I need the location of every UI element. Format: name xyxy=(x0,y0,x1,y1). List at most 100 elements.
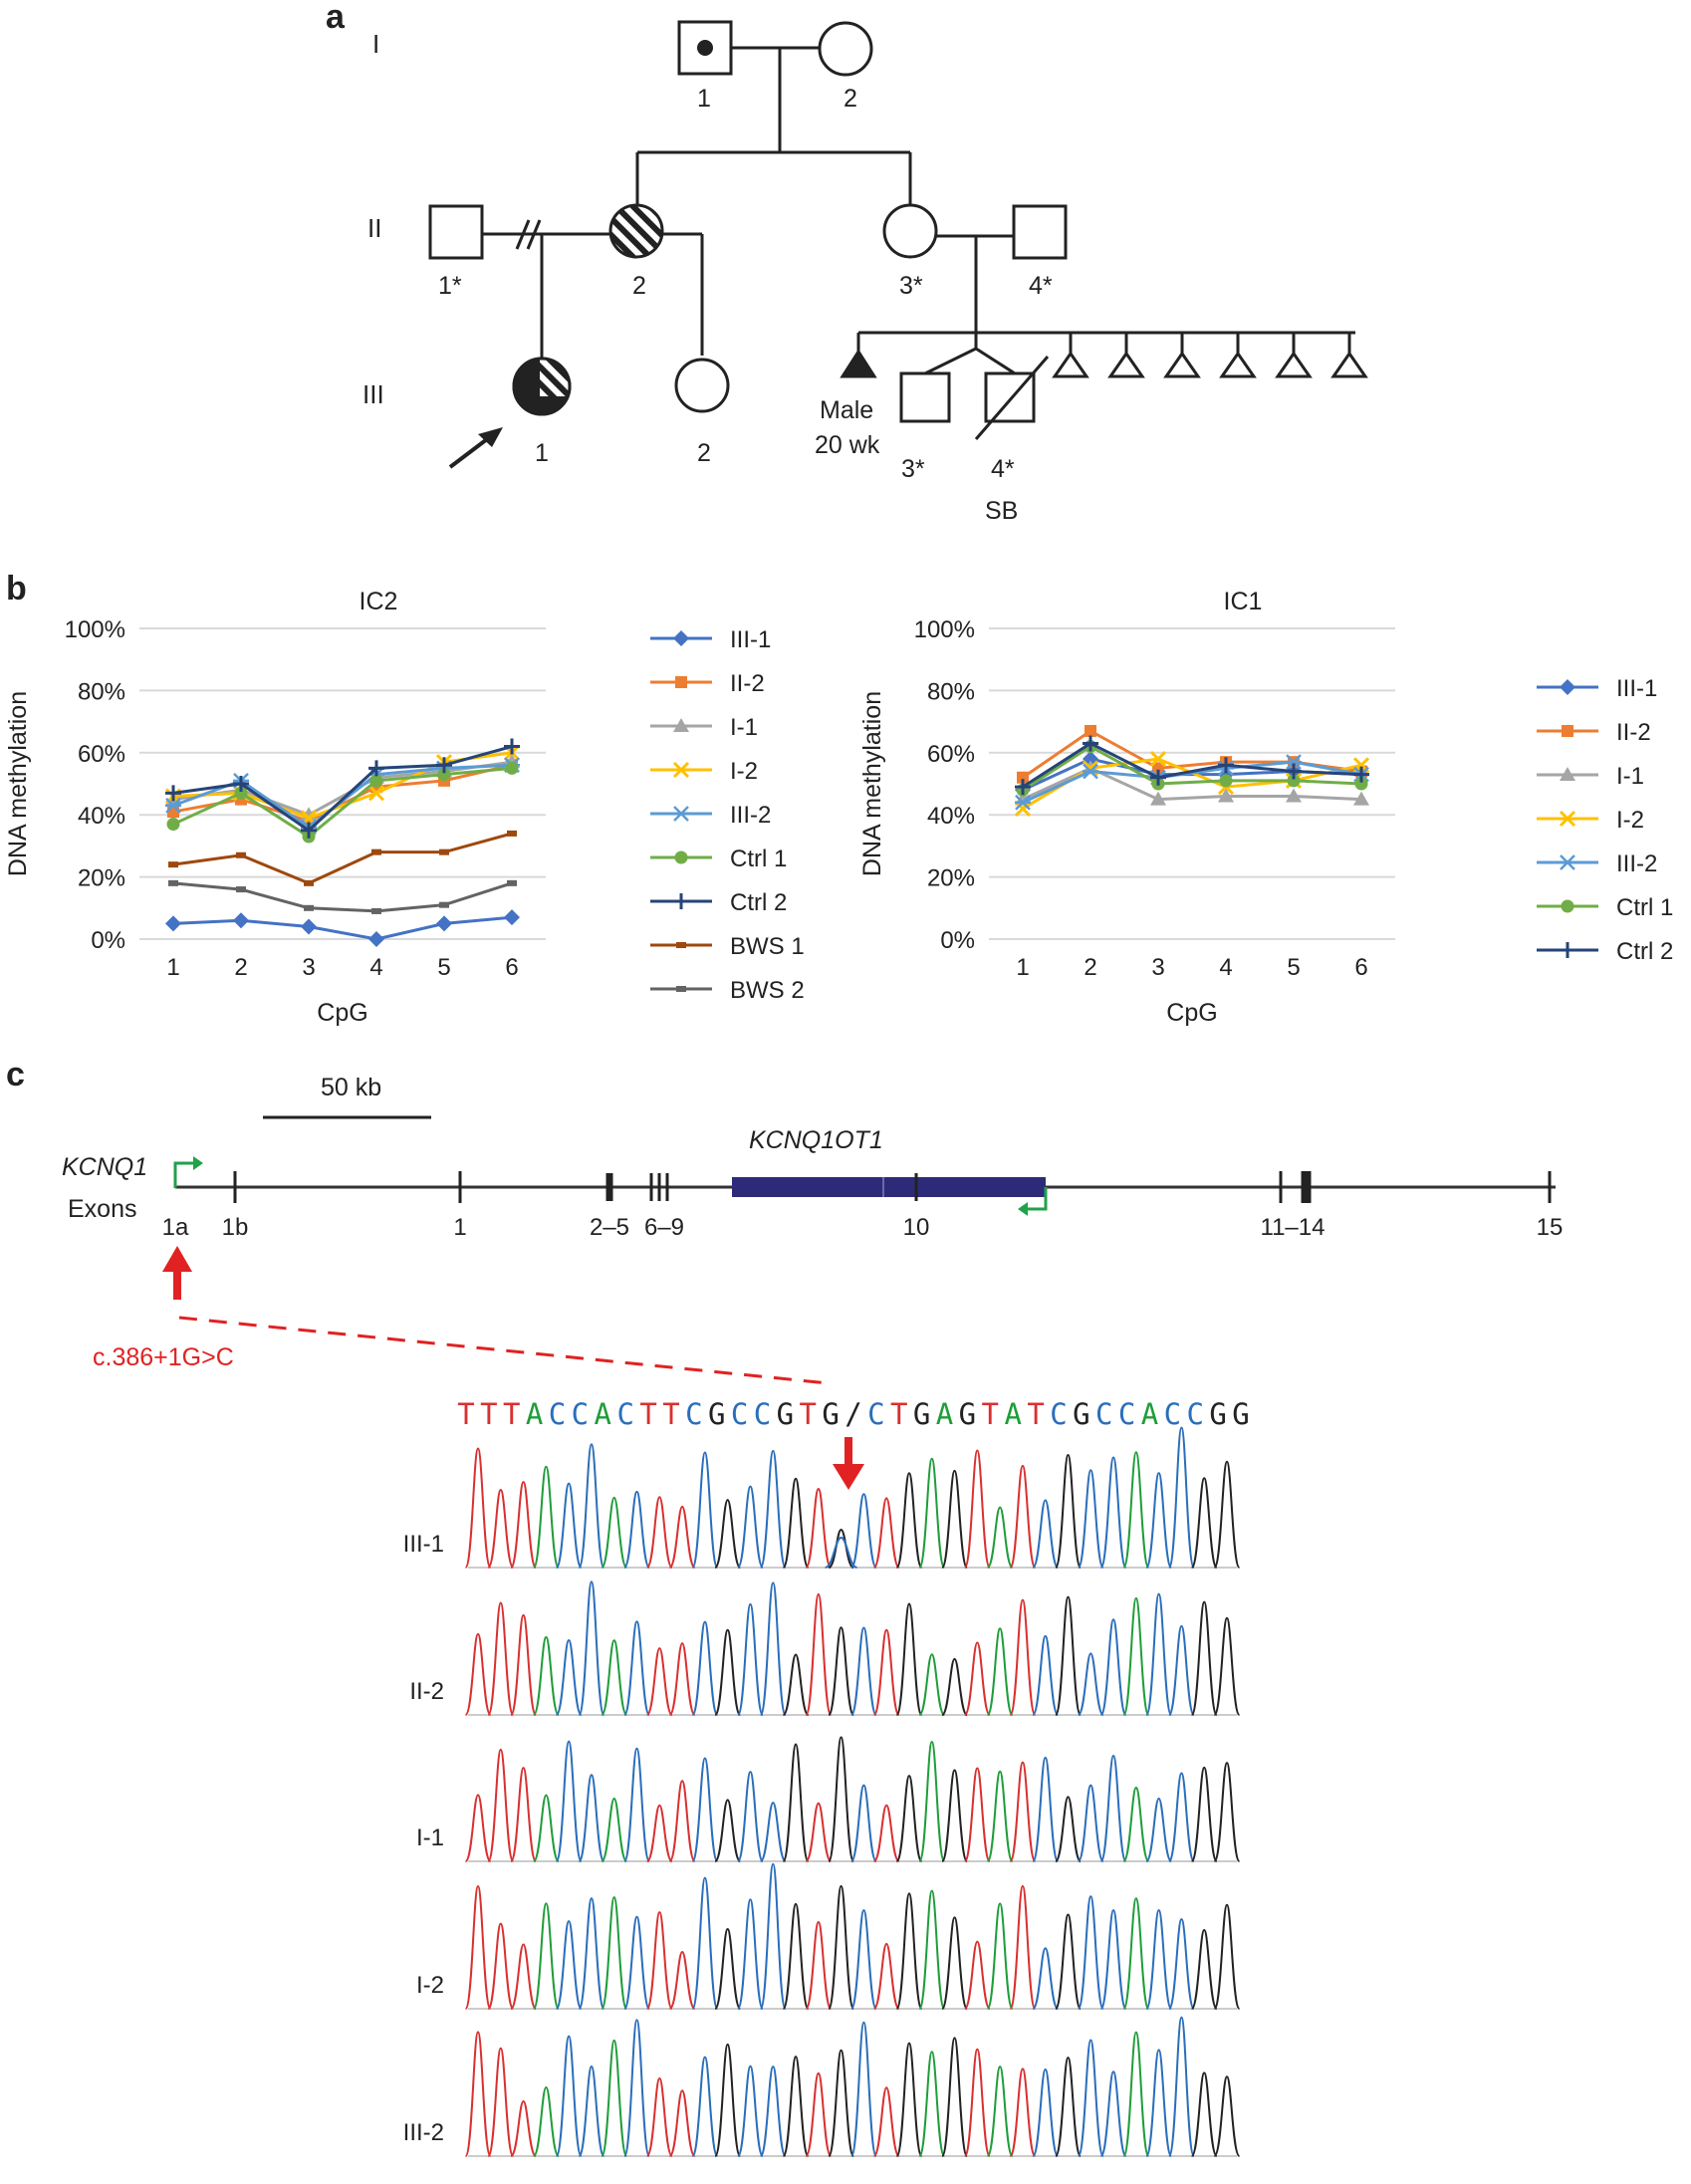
sequence-base: A xyxy=(595,1397,611,1431)
trace-peak xyxy=(1190,1766,1218,1862)
mutation-arrow-icon xyxy=(162,1246,192,1272)
data-point xyxy=(1150,791,1166,806)
data-point xyxy=(1287,774,1301,788)
trace-peak xyxy=(918,1740,946,1862)
trace-peak xyxy=(510,2099,538,2157)
data-point xyxy=(676,942,686,948)
trace-peak xyxy=(918,2051,946,2157)
legend-label: BWS 1 xyxy=(730,933,805,960)
trace-peak xyxy=(805,1802,833,1862)
legend-item: Ctrl 2 xyxy=(1537,938,1673,965)
kcnq1ot1-tss-arrow-icon xyxy=(1026,1187,1048,1211)
trace-peak xyxy=(714,1927,742,2010)
legend-item: I-2 xyxy=(1537,807,1644,834)
sequence-base: T xyxy=(890,1397,907,1431)
trace-peak xyxy=(1145,1472,1173,1569)
legend-item: BWS 2 xyxy=(650,977,805,1004)
sequence-base: G xyxy=(822,1397,839,1431)
x-tick-label: 6 xyxy=(1354,954,1367,981)
generation-III-label: III xyxy=(362,379,384,409)
legend-label: III-2 xyxy=(730,802,771,829)
sequence-base: A xyxy=(526,1397,543,1431)
data-point xyxy=(1015,779,1031,796)
sequence-base: T xyxy=(480,1397,497,1431)
trace-peak xyxy=(1122,1596,1150,1716)
data-point xyxy=(1150,769,1166,786)
trace-peak xyxy=(668,2089,696,2157)
data-point xyxy=(673,893,689,909)
trace-peak xyxy=(1054,1595,1082,1716)
data-point xyxy=(674,850,688,864)
trace-peak xyxy=(1167,1772,1195,1862)
legend-item: Ctrl 2 xyxy=(650,889,787,916)
legend-item: II-2 xyxy=(1537,719,1651,746)
trace-peak xyxy=(1099,1755,1127,1862)
pedigree-loss-triangle xyxy=(1052,351,1089,378)
legend-label: BWS 2 xyxy=(730,977,805,1004)
data-point xyxy=(1083,735,1098,752)
trace-peak xyxy=(918,1457,946,1569)
trace-peak xyxy=(782,2056,810,2157)
trace-peak xyxy=(691,1757,719,1862)
trace-peak xyxy=(872,1804,900,1862)
trace-peak xyxy=(1145,1797,1173,1862)
trace-peak xyxy=(1190,1600,1218,1716)
trace-peak xyxy=(828,1528,854,1569)
x-tick-label: 5 xyxy=(437,954,450,981)
data-point xyxy=(1219,774,1233,788)
legend-label: Ctrl 1 xyxy=(1616,894,1673,921)
trace-peak xyxy=(986,1770,1014,1862)
generation-II-label: II xyxy=(367,213,381,243)
pedigree-male-II-1 xyxy=(428,204,484,260)
data-point xyxy=(504,738,520,755)
data-point xyxy=(234,786,248,800)
series-line xyxy=(172,766,513,839)
legend-item: Ctrl 1 xyxy=(650,846,787,872)
trace-peak xyxy=(1167,2016,1195,2157)
trace-peak xyxy=(623,2019,651,2157)
sequence-base: A xyxy=(1141,1397,1158,1431)
label-fetal-male: Male xyxy=(820,396,873,424)
trace-peak xyxy=(601,2039,628,2157)
trace-peak xyxy=(1167,1624,1195,1716)
chromatograms: III-1 II-2 I-1 I-2 III-2 xyxy=(403,1426,1241,2157)
trace-peak xyxy=(941,1469,969,1569)
trace-peak xyxy=(532,1902,560,2010)
trace-peak xyxy=(986,2065,1014,2157)
trace-peak xyxy=(759,1862,787,2010)
x-axis-label: CpG xyxy=(317,999,367,1027)
trace-peak xyxy=(645,1647,673,1716)
data-point xyxy=(371,849,381,855)
data-point xyxy=(672,761,690,779)
trace-peak xyxy=(578,1897,605,2010)
scale-bar-label: 50 kb xyxy=(321,1074,381,1101)
legend-label: III-1 xyxy=(730,626,771,653)
y-tick-label: 60% xyxy=(78,741,125,768)
sequence-base: A xyxy=(1004,1397,1021,1431)
series-ctrl-1 xyxy=(166,761,519,844)
data-point xyxy=(301,822,317,839)
sequence-base: C xyxy=(731,1397,748,1431)
series-line xyxy=(172,760,513,817)
trace-peak-secondary xyxy=(825,1536,858,1569)
trace-peak xyxy=(895,1472,923,1569)
trace-peak xyxy=(1077,1784,1104,1862)
y-tick-label: 40% xyxy=(78,803,125,830)
trace-peak xyxy=(1099,1909,1127,2010)
sequence-base: C xyxy=(754,1397,771,1431)
variant-position-arrow-icon xyxy=(833,1464,864,1490)
legend-item: II-2 xyxy=(650,670,765,697)
chromatogram-label: I-2 xyxy=(416,1972,444,1999)
data-point xyxy=(1017,771,1029,784)
y-axis-label: DNA methylation xyxy=(4,691,32,876)
trace-peak xyxy=(872,2086,900,2157)
pedigree-loss-triangle xyxy=(1219,351,1257,378)
trace-peak xyxy=(941,1769,969,1862)
label-II-3: 3* xyxy=(899,272,923,300)
data-point xyxy=(367,785,385,802)
chromatogram-label: II-2 xyxy=(409,1678,444,1705)
series-line xyxy=(172,751,513,820)
chart-title: IC2 xyxy=(360,588,398,615)
trace-peak xyxy=(714,2043,742,2157)
data-point xyxy=(505,761,519,775)
